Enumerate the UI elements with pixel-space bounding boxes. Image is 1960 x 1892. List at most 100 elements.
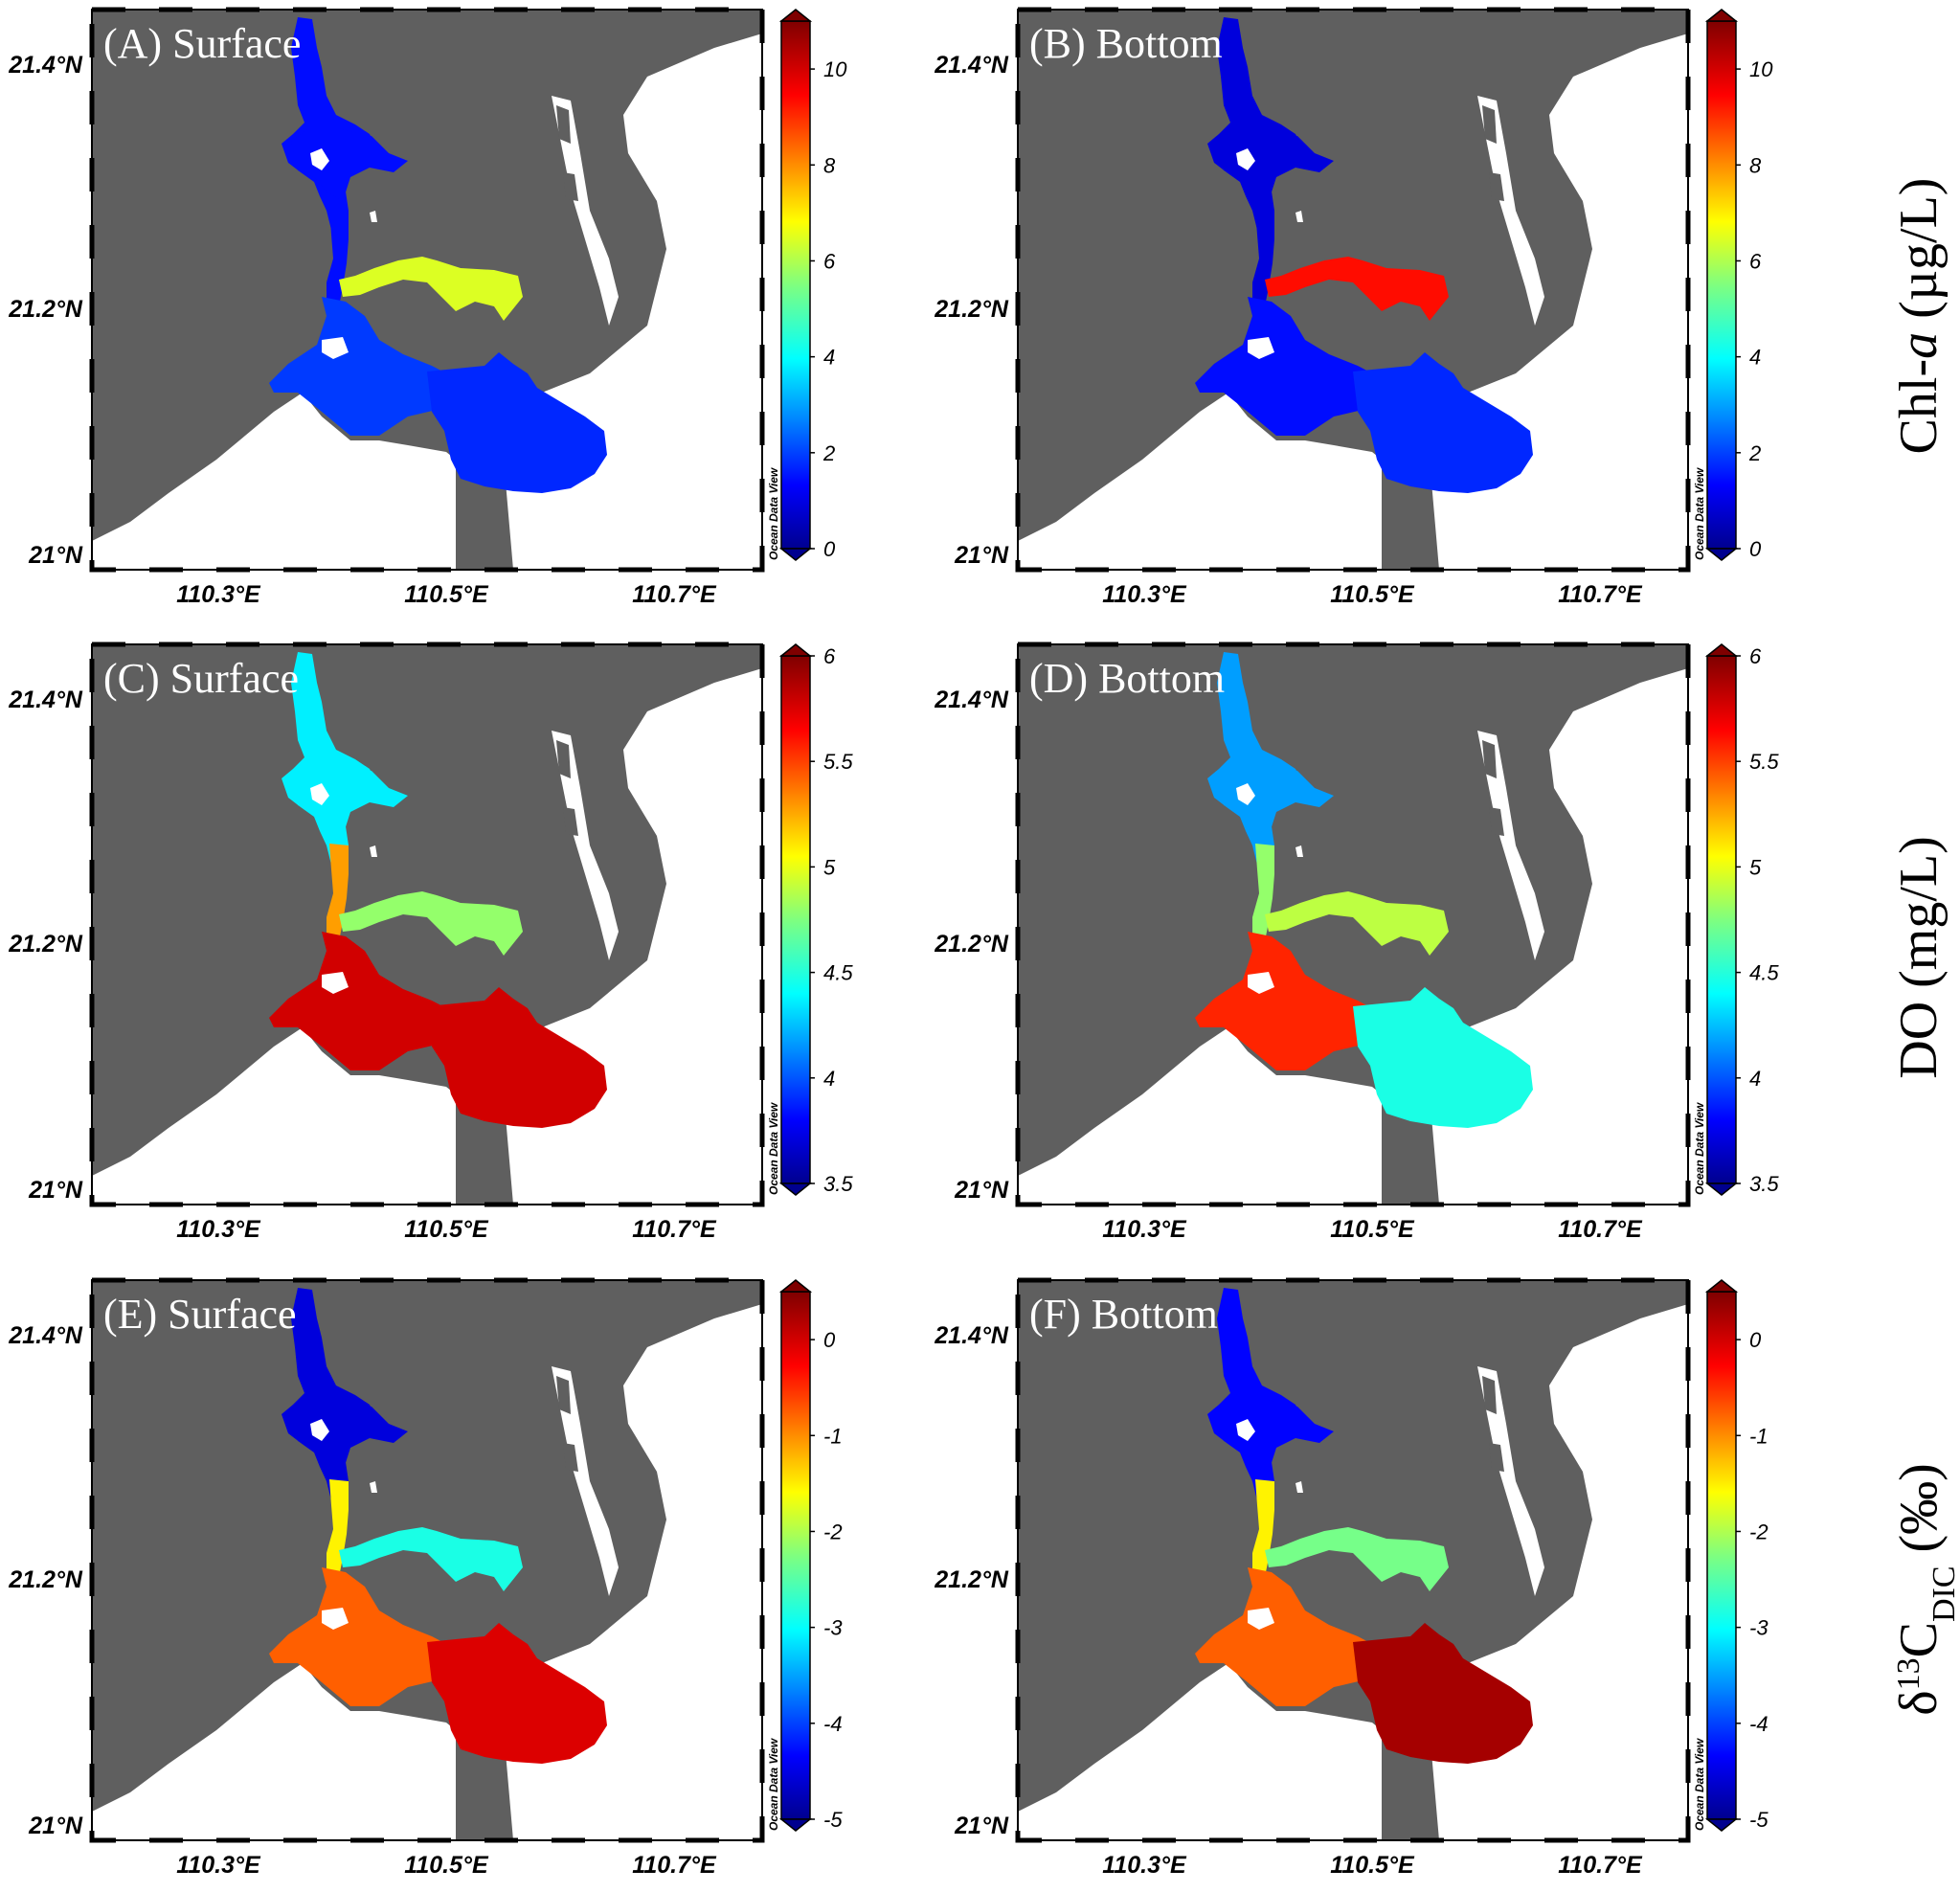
channel-island <box>1489 807 1504 836</box>
colorbar-tick-label: 5 <box>1749 855 1762 879</box>
estuary-field <box>1195 652 1533 1128</box>
software-credit: Ocean Data View <box>1693 1102 1706 1195</box>
longitude-tick-label: 110.7°E <box>632 1852 717 1879</box>
colorbar-tick-label: -5 <box>1749 1808 1769 1832</box>
longitude-tick-label: 110.7°E <box>1558 1216 1643 1243</box>
colorbar-tick-label: 10 <box>1749 57 1773 81</box>
estuary-region-lower <box>269 1567 461 1706</box>
estuary-island <box>322 972 349 994</box>
latitude-tick-label: 21°N <box>28 1177 83 1204</box>
colorbar-tick-label: -1 <box>1749 1424 1769 1448</box>
colorbar: 6 5.5 5 4.5 4 3.5 <box>1704 643 1779 1196</box>
latitude-tick-label: 21.4°N <box>8 52 83 79</box>
south-channel <box>92 1027 456 1205</box>
map-panel-c: (C) Surface 21.4°N 21.2°N 21°N 110.3°E 110.5°… <box>8 642 853 1243</box>
map-panel-e: (E) Surface 21.4°N 21.2°N 21°N 110.3°E 110.5°… <box>8 1277 843 1879</box>
colorbar-tick-label: 4 <box>1749 346 1761 370</box>
northeast-channel <box>552 96 619 326</box>
south-channel <box>1018 393 1382 570</box>
estuary-region-lower <box>269 297 461 436</box>
latitude-tick-label: 21°N <box>28 542 83 569</box>
estuary-field <box>269 1288 607 1764</box>
panel-title: (C) Surface <box>103 655 299 702</box>
estuary-region-lake <box>1217 129 1334 201</box>
colorbar-tick-label: 4 <box>823 1067 835 1091</box>
latitude-tick-label: 21°N <box>954 542 1009 569</box>
colorbar-max-arrow <box>778 1279 813 1293</box>
colorbar-min-arrow <box>778 548 813 561</box>
map-frame-ticks <box>1015 642 1691 1207</box>
latitude-tick-label: 21°N <box>954 1177 1009 1204</box>
colorbar-max-arrow <box>778 643 813 657</box>
latitude-tick-label: 21.4°N <box>8 687 83 713</box>
estuary-region-lower <box>1195 1567 1386 1706</box>
longitude-tick-label: 110.5°E <box>404 1216 489 1243</box>
channel-island <box>1482 1376 1497 1414</box>
estuary-island <box>1236 1419 1255 1441</box>
map-panel-f: (F) Bottom 21.4°N 21.2°N 21°N 110.3°E 110.5°E… <box>934 1277 1769 1879</box>
estuary-region-branch <box>339 1527 523 1591</box>
colorbar: 10 8 6 4 2 0 <box>778 9 847 561</box>
channel-island <box>556 1376 571 1414</box>
estuary-region-mouth <box>427 352 607 493</box>
south-channel <box>1018 1663 1382 1840</box>
estuary-region-lake <box>291 764 408 836</box>
estuary-island <box>1236 148 1255 170</box>
colorbar-max-arrow <box>1704 643 1739 657</box>
longitude-tick-label: 110.5°E <box>1330 1852 1415 1879</box>
latitude-tick-label: 21.4°N <box>934 52 1009 79</box>
estuary-region-lower <box>1195 297 1386 436</box>
latitude-tick-label: 21.2°N <box>934 1566 1009 1593</box>
colorbar-tick-label: 4 <box>823 346 835 370</box>
estuary-island <box>1295 1481 1303 1493</box>
colorbar-tick-label: 4 <box>1749 1067 1761 1091</box>
latitude-tick-label: 21.2°N <box>934 296 1009 323</box>
colorbar-ramp <box>780 20 811 550</box>
map-frame-ticks <box>89 1277 765 1843</box>
latitude-tick-label: 21.2°N <box>8 1566 83 1593</box>
longitude-tick-label: 110.5°E <box>404 1852 489 1879</box>
latitude-tick-label: 21.2°N <box>8 296 83 323</box>
colorbar-tick-label: -2 <box>1749 1520 1769 1543</box>
channel-island <box>556 740 571 778</box>
panel-title: (D) Bottom <box>1029 655 1225 702</box>
latitude-tick-label: 21.4°N <box>934 1322 1009 1349</box>
estuary-region-branch <box>1265 891 1449 956</box>
panel-title: (E) Surface <box>103 1291 297 1338</box>
colorbar-tick-label: 5.5 <box>1749 750 1779 774</box>
channel-island <box>556 105 571 144</box>
colorbar-ramp <box>780 1291 811 1820</box>
channel-island <box>1482 105 1497 144</box>
map-frame-ticks <box>89 642 765 1207</box>
estuary-island <box>1248 972 1274 994</box>
colorbar-tick-label: 6 <box>823 249 836 273</box>
colorbar-tick-label: 5 <box>823 855 836 879</box>
colorbar: 6 5.5 5 4.5 4 3.5 <box>778 643 853 1196</box>
colorbar-tick-label: 2 <box>1748 441 1761 465</box>
software-credit: Ocean Data View <box>1693 1738 1706 1831</box>
estuary-field <box>1195 1288 1533 1764</box>
estuary-island <box>370 211 377 222</box>
map-frame-ticks <box>89 7 765 573</box>
estuary-island <box>322 1608 349 1630</box>
estuary-island <box>370 1481 377 1493</box>
estuary-region-lake <box>291 129 408 201</box>
estuary-island <box>310 1419 329 1441</box>
longitude-tick-label: 110.7°E <box>632 1216 717 1243</box>
colorbar-tick-label: 10 <box>823 57 847 81</box>
estuary-region-mouth <box>427 1623 607 1764</box>
estuary-island <box>370 845 377 857</box>
longitude-tick-label: 110.5°E <box>404 581 489 608</box>
colorbar: 10 8 6 4 2 0 <box>1704 9 1773 561</box>
colorbar-ramp <box>1706 1291 1737 1820</box>
estuary-region-mouth <box>1353 1623 1533 1764</box>
software-credit: Ocean Data View <box>1693 467 1706 560</box>
colorbar-tick-label: 4.5 <box>823 961 853 985</box>
south-channel <box>92 393 456 570</box>
colorbar: 0 -1 -2 -3 -4 -5 <box>1704 1279 1769 1832</box>
estuary-island <box>322 337 349 359</box>
longitude-tick-label: 110.3°E <box>176 1852 261 1879</box>
estuary-field <box>269 17 607 493</box>
colorbar-tick-label: 4.5 <box>1749 961 1779 985</box>
